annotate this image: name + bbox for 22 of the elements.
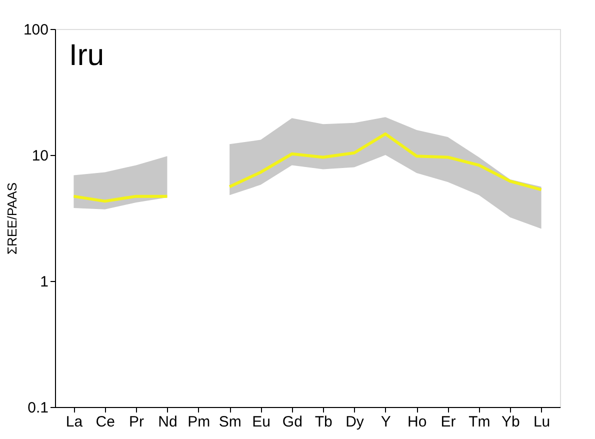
- y-tick-label: 10: [32, 148, 48, 164]
- x-tick-label: Yb: [501, 414, 520, 430]
- y-axis-title: ΣREE/PAAS: [4, 182, 20, 255]
- y-tick-label: 0.1: [28, 400, 48, 416]
- y-tick-label: 100: [23, 22, 48, 38]
- x-tick-label: Dy: [346, 414, 364, 430]
- chart-title: Iru: [69, 39, 104, 72]
- x-tick-label: Tm: [468, 414, 490, 430]
- x-tick-label: Tb: [314, 414, 332, 430]
- x-tick-label: Eu: [252, 414, 270, 430]
- x-tick-label: Y: [380, 414, 391, 430]
- x-tick-label: Sm: [218, 414, 242, 430]
- x-tick-label: Ce: [96, 414, 115, 430]
- y-tick-label: 1: [40, 274, 48, 290]
- x-tick-label: La: [66, 414, 84, 430]
- x-tick-label: Nd: [158, 414, 178, 430]
- x-tick-label: Er: [440, 414, 456, 430]
- x-tick-label: Pm: [188, 414, 210, 430]
- x-tick-label: Ho: [408, 414, 427, 430]
- x-tick-label: Lu: [533, 414, 550, 430]
- x-tick-label: Pr: [129, 414, 144, 430]
- x-tick-label: Gd: [282, 414, 302, 430]
